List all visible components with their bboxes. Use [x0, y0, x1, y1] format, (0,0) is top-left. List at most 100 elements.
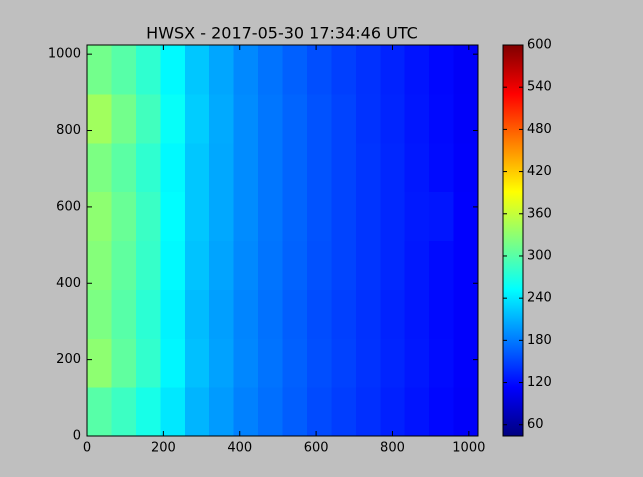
heatmap-cell	[453, 142, 479, 193]
heatmap-cell	[135, 289, 161, 339]
colorbar-tick-label: 360	[527, 206, 552, 221]
heatmap-cell	[404, 338, 430, 388]
y-tick-label: 400	[56, 276, 81, 291]
heatmap-cell	[209, 191, 235, 241]
heatmap-cell	[331, 191, 357, 241]
heatmap-cell	[404, 142, 430, 193]
heatmap-cell	[282, 142, 308, 193]
heatmap-cell	[209, 289, 235, 339]
heatmap-cell	[258, 338, 283, 388]
heatmap-cell	[160, 93, 186, 144]
heatmap-cell	[429, 45, 455, 95]
heatmap-cell	[209, 387, 235, 437]
y-tick-label: 0	[73, 429, 81, 444]
heatmap-cell	[233, 289, 259, 339]
heatmap-cell	[429, 93, 455, 144]
heatmap-cell	[209, 142, 235, 193]
colorbar-tick-label: 420	[527, 164, 552, 179]
heatmap-cell	[209, 93, 235, 144]
heatmap-cell	[184, 338, 210, 388]
heatmap-cell	[160, 142, 186, 193]
heatmap-cell	[306, 240, 332, 290]
heatmap-cell	[429, 240, 455, 290]
heatmap-cell	[258, 93, 283, 144]
heatmap-cell	[306, 191, 332, 241]
heatmap-cell	[258, 191, 283, 241]
heatmap-cell	[233, 387, 259, 437]
colorbar-tick-label: 480	[527, 122, 552, 137]
chart-title: HWSX - 2017-05-30 17:34:46 UTC	[146, 24, 418, 43]
heatmap-cell	[355, 387, 381, 437]
heatmap-cell	[306, 93, 332, 144]
heatmap-cell	[233, 240, 259, 290]
heatmap-cell	[355, 338, 381, 388]
heatmap-cell	[111, 387, 137, 437]
heatmap-cell	[160, 45, 186, 95]
heatmap-cell	[404, 45, 430, 95]
heatmap-cell	[355, 142, 381, 193]
heatmap-cell	[87, 387, 112, 437]
heatmap-cell	[258, 289, 283, 339]
heatmap-cell	[209, 45, 235, 95]
heatmap-cell	[233, 45, 259, 95]
y-tick-label: 1000	[48, 47, 81, 62]
heatmap-cell	[135, 191, 161, 241]
plot-frame	[86, 44, 479, 437]
heatmap-cell	[233, 191, 259, 241]
heatmap-cell	[87, 240, 112, 290]
heatmap-cell	[404, 387, 430, 437]
colorbar-tick-label: 300	[527, 248, 552, 263]
y-tick-label: 200	[56, 352, 81, 367]
heatmap-cell	[380, 289, 406, 339]
heatmap-cell	[306, 142, 332, 193]
heatmap-cell	[160, 191, 186, 241]
heatmap-cell	[209, 240, 235, 290]
heatmap-cell	[87, 289, 112, 339]
heatmap-cell	[453, 93, 479, 144]
heatmap-cell	[111, 240, 137, 290]
heatmap-cell	[184, 45, 210, 95]
heatmap-cell	[355, 45, 381, 95]
colorbar-tick-label: 240	[527, 291, 552, 306]
heatmap-cell	[453, 338, 479, 388]
heatmap-cell	[453, 289, 479, 339]
heatmap-cell	[160, 338, 186, 388]
x-tick-label: 0	[83, 441, 91, 456]
heatmap-cell	[184, 142, 210, 193]
heatmap-cell	[331, 387, 357, 437]
heatmap-cell	[111, 289, 137, 339]
heatmap-cell	[87, 93, 112, 144]
heatmap-cell	[331, 93, 357, 144]
heatmap-cell	[380, 387, 406, 437]
heatmap	[87, 45, 479, 437]
heatmap-cell	[429, 289, 455, 339]
heatmap-cell	[453, 240, 479, 290]
heatmap-cell	[282, 289, 308, 339]
heatmap-cell	[355, 93, 381, 144]
heatmap-cell	[111, 142, 137, 193]
x-tick-label: 600	[304, 441, 329, 456]
colorbar-tick-label: 600	[527, 38, 552, 53]
heatmap-cell	[111, 93, 137, 144]
heatmap-cell	[355, 289, 381, 339]
heatmap-cell	[111, 191, 137, 241]
heatmap-cell	[404, 191, 430, 241]
heatmap-cell	[135, 338, 161, 388]
x-tick-label: 800	[380, 441, 405, 456]
heatmap-cell	[258, 142, 283, 193]
heatmap-cell	[282, 93, 308, 144]
heatmap-cell	[135, 93, 161, 144]
colorbar	[502, 44, 524, 437]
heatmap-cell	[306, 45, 332, 95]
heatmap-cell	[429, 191, 455, 241]
y-tick-label: 600	[56, 199, 81, 214]
heatmap-cell	[135, 142, 161, 193]
heatmap-cell	[331, 142, 357, 193]
heatmap-cell	[282, 45, 308, 95]
heatmap-cell	[331, 240, 357, 290]
colorbar-tick-label: 540	[527, 80, 552, 95]
heatmap-cell	[135, 387, 161, 437]
heatmap-cell	[404, 289, 430, 339]
heatmap-cell	[453, 387, 479, 437]
